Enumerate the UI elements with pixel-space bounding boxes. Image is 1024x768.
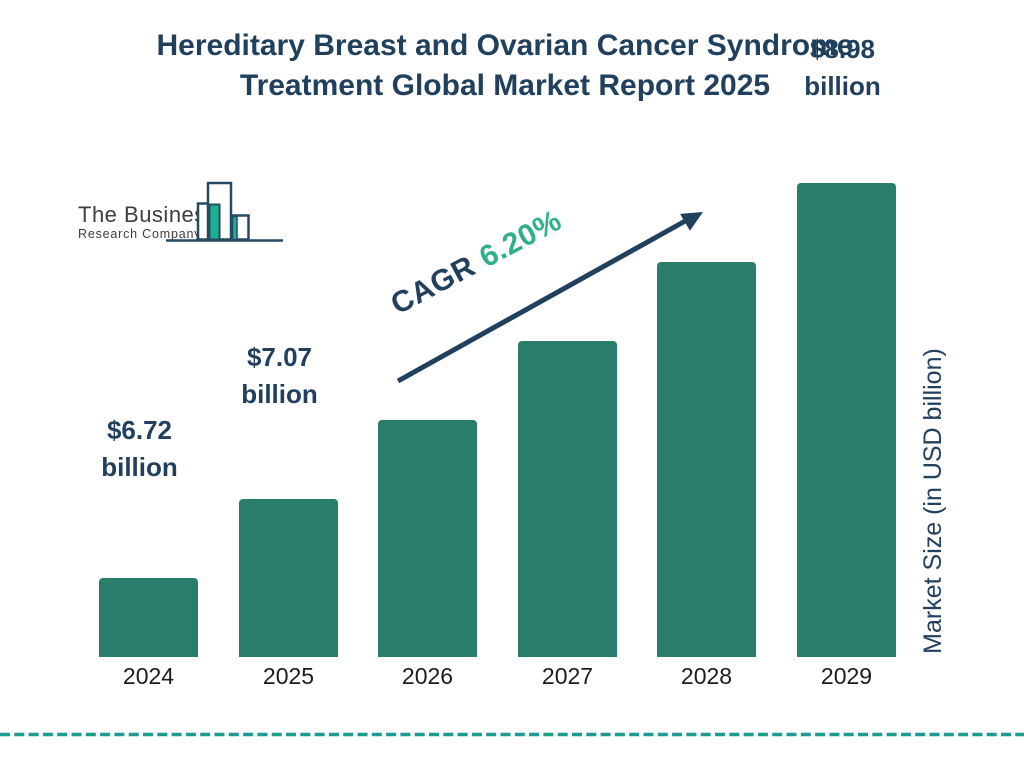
chart-title-line2: Treatment Global Market Report 2025 <box>239 69 771 102</box>
x-axis-label-2027: 2027 <box>541 663 594 689</box>
x-axis-label-2026: 2026 <box>401 663 454 689</box>
bar-2028 <box>657 262 756 657</box>
logo-bar-chart-icon <box>166 181 283 242</box>
x-axis-label-2024: 2024 <box>122 663 175 689</box>
chart-title: Hereditary Breast and Ovarian Cancer Syn… <box>0 26 1010 106</box>
chart-title-line1: Hereditary Breast and Ovarian Cancer Syn… <box>156 29 854 62</box>
value-amount: $8.98 <box>809 34 876 64</box>
y-axis-title: Market Size (in USD billion) <box>919 348 947 654</box>
value-label-2029: $8.98 billion <box>758 31 928 105</box>
value-label-2024: $6.72 billion <box>55 412 225 486</box>
x-axis-label-2025: 2025 <box>262 663 315 689</box>
logo-subname-line: Research Company <box>78 227 202 241</box>
value-label-2025: $7.07 billion <box>195 339 365 413</box>
cagr-label: CAGR <box>385 249 481 322</box>
value-unit: billion <box>101 452 178 482</box>
bar-2029 <box>797 183 896 657</box>
logo-name-line: The Business <box>78 202 218 227</box>
bar-2027 <box>518 341 617 657</box>
cagr-value: 6.20% <box>474 203 567 275</box>
value-amount: $6.72 <box>106 415 173 445</box>
value-amount: $7.07 <box>246 342 313 372</box>
value-unit: billion <box>804 71 881 101</box>
bar-2024 <box>99 578 198 657</box>
cagr-annotation: CAGR6.20% <box>386 204 568 323</box>
x-axis-label-2028: 2028 <box>680 663 733 689</box>
bar-2025 <box>239 499 338 657</box>
bar-2026 <box>378 420 477 657</box>
value-unit: billion <box>241 379 318 409</box>
company-logo-text: The Business Research Company <box>78 202 218 242</box>
x-axis-label-2029: 2029 <box>820 663 873 689</box>
